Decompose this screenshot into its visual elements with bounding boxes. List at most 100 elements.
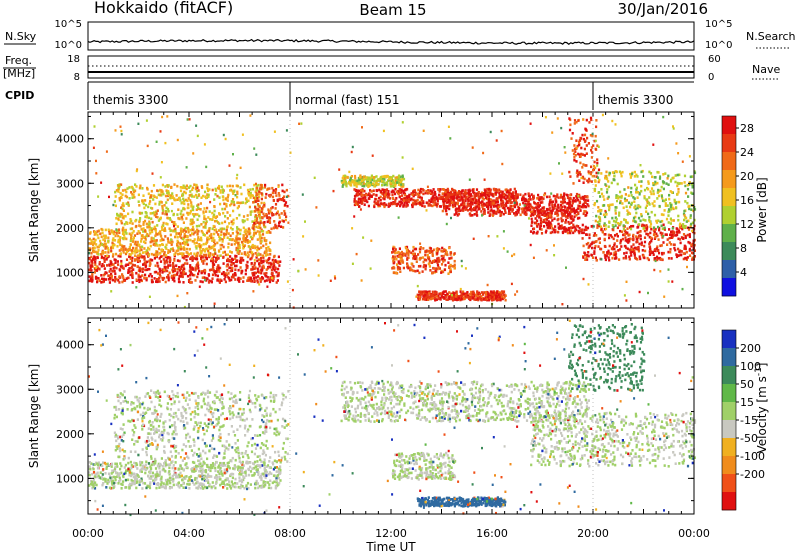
power-cell <box>152 198 155 201</box>
power-cell <box>459 209 462 212</box>
power-cell <box>666 204 669 207</box>
power-cell <box>491 193 494 197</box>
power-cell <box>218 270 221 273</box>
power-cell <box>492 202 495 205</box>
power-cell <box>628 257 631 261</box>
power-cell <box>538 210 541 214</box>
power-cell <box>405 252 409 255</box>
power-cell <box>470 290 473 294</box>
power-cell <box>186 199 189 203</box>
power-cell <box>580 152 583 156</box>
power-cell <box>578 216 581 220</box>
power-cell <box>183 262 187 265</box>
power-cell <box>173 197 176 200</box>
power-cell <box>608 236 611 240</box>
power-cell <box>190 267 193 270</box>
power-cell <box>107 239 110 243</box>
power-cell <box>219 247 222 250</box>
power-cell <box>226 259 229 263</box>
power-cell <box>471 188 474 192</box>
power-cell <box>278 216 281 219</box>
power-cell <box>684 191 688 195</box>
power-cell <box>256 203 260 206</box>
power-cell <box>268 187 271 190</box>
power-cell <box>229 184 232 188</box>
power-cell <box>162 192 165 196</box>
power-cell <box>565 229 569 232</box>
power-cell <box>484 293 488 296</box>
power-cell <box>443 268 446 272</box>
power-cell <box>513 187 516 191</box>
power-cell <box>253 267 256 270</box>
power-cell <box>441 192 444 195</box>
power-cell <box>495 291 498 294</box>
power-cell <box>129 221 132 225</box>
power-cell <box>261 267 264 270</box>
power-cell <box>577 152 580 156</box>
power-cell <box>665 182 668 185</box>
power-cell <box>625 256 628 260</box>
power-cell <box>564 215 568 218</box>
power-cell <box>186 274 190 278</box>
power-cell <box>246 230 249 233</box>
power-cell <box>587 199 590 202</box>
power-cell <box>166 207 170 211</box>
power-cell <box>207 251 210 255</box>
power-cell <box>198 269 201 273</box>
power-cell <box>251 271 254 275</box>
power-cell <box>543 192 547 195</box>
power-cell <box>448 246 451 250</box>
power-cell <box>579 155 582 158</box>
power-cell <box>513 205 517 209</box>
power-cell <box>214 260 217 263</box>
power-cell <box>383 197 386 201</box>
power-cell <box>433 203 436 207</box>
power-cell <box>385 203 388 207</box>
power-cell <box>239 228 242 232</box>
power-cell <box>487 211 490 214</box>
power-cell <box>394 248 397 251</box>
power-cell <box>398 182 401 185</box>
power-cell <box>363 193 366 197</box>
power-cell <box>108 281 111 284</box>
power-cell <box>124 214 127 218</box>
power-cell <box>626 227 629 230</box>
power-cell <box>424 294 427 297</box>
power-cell <box>482 197 485 201</box>
power-cell <box>503 206 506 210</box>
power-cell <box>93 242 96 245</box>
power-cell <box>254 214 257 217</box>
power-cell <box>427 262 430 266</box>
power-cell <box>386 196 390 199</box>
power-cell <box>375 202 379 205</box>
power-cell <box>261 254 264 257</box>
power-cell <box>583 133 587 137</box>
power-cell <box>226 199 229 202</box>
power-cell <box>98 279 102 283</box>
power-cell <box>562 197 565 200</box>
power-cell <box>463 195 466 198</box>
power-cell <box>500 210 503 214</box>
power-cell <box>406 258 409 261</box>
power-cell <box>169 241 172 244</box>
power-cell <box>104 278 107 281</box>
power-cell <box>163 276 166 280</box>
power-cell <box>265 242 268 246</box>
power-cell <box>445 201 448 204</box>
power-cell <box>133 264 136 267</box>
power-cell <box>251 251 254 254</box>
power-cell <box>242 276 245 279</box>
power-cell <box>127 268 130 272</box>
power-cell <box>554 197 557 201</box>
power-cell <box>491 293 494 297</box>
power-cell <box>490 200 493 204</box>
power-cell <box>236 251 239 254</box>
power-cell <box>125 202 128 205</box>
power-cell <box>364 177 367 181</box>
power-cell <box>131 251 134 255</box>
power-cell <box>448 195 451 199</box>
power-cell <box>480 295 483 298</box>
power-cell <box>543 211 546 215</box>
power-cell <box>656 257 659 260</box>
power-cell <box>202 220 205 224</box>
